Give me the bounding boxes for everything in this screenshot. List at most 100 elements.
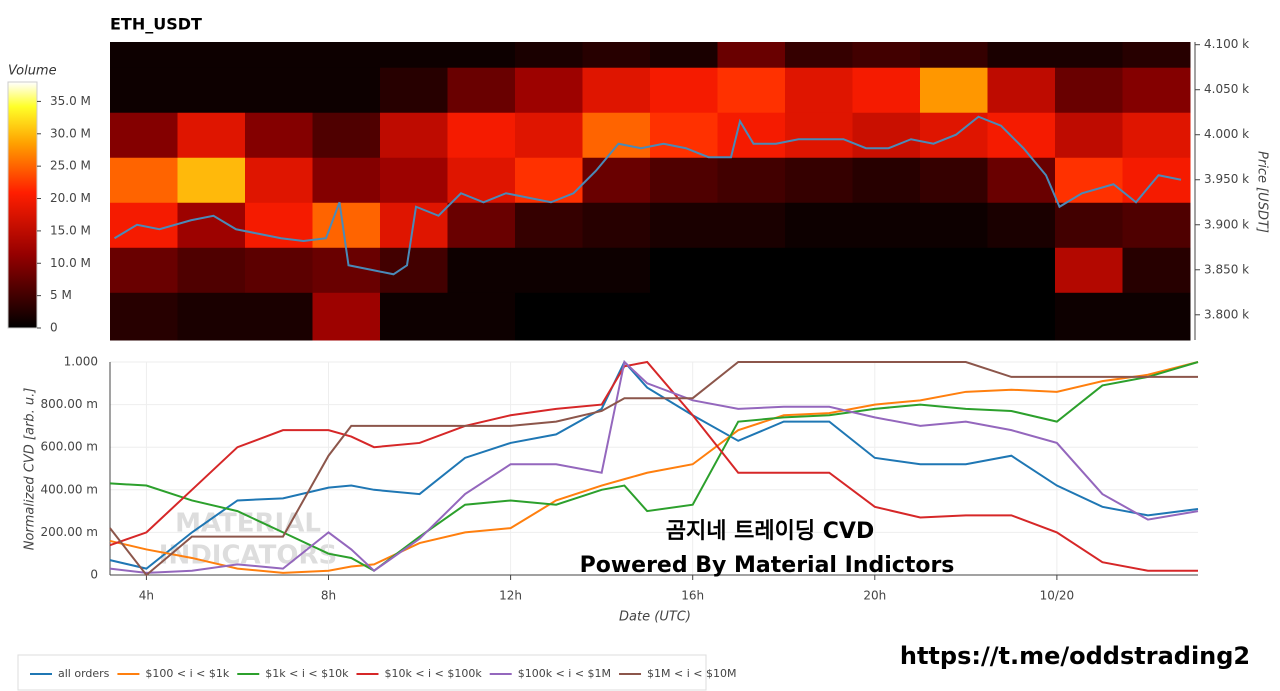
y-tick-label: 800.00 m (41, 397, 99, 411)
heatmap-cell (1122, 247, 1191, 293)
heatmap-cell (515, 247, 583, 293)
heatmap-cell (447, 42, 516, 68)
heatmap-cell (785, 67, 853, 113)
heatmap-cell (582, 292, 651, 341)
heatmap-cell (852, 112, 921, 158)
colorbar-tick-label: 35.0 M (50, 94, 91, 108)
heatmap-cell (312, 202, 381, 248)
heatmap-cell (110, 202, 178, 248)
heatmap-cell (987, 67, 1056, 113)
heatmap-cell (1122, 202, 1191, 248)
chart-title: ETH_USDT (110, 15, 202, 34)
heatmap-cell (987, 292, 1056, 341)
heatmap-cell (245, 112, 313, 158)
heatmap-cell (1055, 202, 1123, 248)
y2-axis-label: Price [USDT] (1255, 151, 1270, 233)
series-line (109, 361, 1198, 577)
heatmap-cell (515, 202, 583, 248)
y-tick-label: 3.900 k (1204, 217, 1249, 231)
heatmap-cell (110, 157, 178, 203)
heatmap-cell (110, 292, 178, 341)
x-tick-label: 20h (863, 589, 886, 603)
heatmap-cell (650, 42, 718, 68)
heatmap-cell (920, 67, 988, 113)
colorbar-tick-label: 20.0 M (50, 191, 91, 205)
x-tick-label: 16h (681, 589, 704, 603)
annotation: 곰지네 트레이딩 CVD (666, 519, 874, 544)
heatmap-cell (1122, 112, 1191, 158)
heatmap-cell (447, 112, 516, 158)
heatmap-cell (1122, 67, 1191, 113)
heatmap-cell (515, 67, 583, 113)
heatmap-cell (582, 42, 651, 68)
legend-label: $100k < i < $1M (518, 667, 611, 680)
heatmap-cell (920, 202, 988, 248)
heatmap-cell (380, 67, 448, 113)
heatmap-cell (717, 67, 786, 113)
series-line (109, 361, 1199, 574)
heatmap-cell (852, 42, 921, 68)
heatmap-cell (177, 67, 246, 113)
heatmap-cell (380, 247, 448, 293)
heatmap-cell (177, 247, 246, 293)
heatmap-cell (380, 157, 448, 203)
heatmap-cell (852, 202, 921, 248)
heatmap-cell (785, 157, 853, 203)
logo-text: MATERIAL (175, 509, 321, 539)
heatmap-cell (582, 67, 651, 113)
y-tick-label: 600.00 m (41, 440, 99, 454)
heatmap-cell (245, 157, 313, 203)
heatmap-cell (110, 247, 178, 293)
heatmap-cell (110, 42, 178, 68)
price-line (113, 115, 1182, 276)
y-tick-label: 4.050 k (1204, 82, 1249, 96)
heatmap-cell (447, 67, 516, 113)
heatmap-cell (245, 42, 313, 68)
heatmap-cell (785, 292, 853, 341)
heatmap-cell (380, 42, 448, 68)
heatmap-cell (920, 42, 988, 68)
heatmap-cell (245, 67, 313, 113)
colorbar (7, 81, 38, 329)
heatmap-cell (515, 292, 583, 341)
heatmap-cell (312, 42, 381, 68)
heatmap-cell (650, 157, 718, 203)
heatmap-cell (920, 247, 988, 293)
heatmap-cell (717, 202, 786, 248)
heatmap-cell (1055, 157, 1123, 203)
legend-label: $100 < i < $1k (145, 667, 229, 680)
colorbar-tick-label: 5 M (50, 288, 72, 302)
heatmap-cell (1055, 292, 1123, 341)
heatmap-cell (380, 112, 448, 158)
heatmap-cell (582, 112, 651, 158)
heatmap-cell (650, 67, 718, 113)
y-axis-label: Normalized CVD [arb. u.] (23, 388, 38, 551)
heatmap-cell (312, 112, 381, 158)
heatmap-cell (650, 112, 718, 158)
heatmap-cell (447, 202, 516, 248)
series-line (109, 360, 1199, 574)
colorbar-tick-label: 15.0 M (50, 223, 91, 237)
heatmap-cell (920, 292, 988, 341)
colorbar-tick-label: 10.0 M (50, 256, 91, 270)
y-tick-label: 3.800 k (1204, 307, 1249, 321)
heatmap-cell (582, 157, 651, 203)
heatmap-cell (717, 112, 786, 158)
heatmap-cell (380, 292, 448, 341)
heatmap-cell (987, 247, 1056, 293)
y-tick-label: 400.00 m (41, 482, 99, 496)
x-tick-label: 8h (321, 589, 336, 603)
legend-label: $1k < i < $10k (265, 667, 349, 680)
heatmap-cell (852, 157, 921, 203)
y-tick-label: 1.000 (64, 355, 98, 369)
heatmap-cell (987, 157, 1056, 203)
heatmap-cell (717, 292, 786, 341)
heatmap-cell (582, 247, 651, 293)
legend-label: $10k < i < $100k (384, 667, 482, 680)
heatmap-cell (582, 202, 651, 248)
heatmap-cell (1122, 292, 1191, 341)
y-tick-label: 3.850 k (1204, 262, 1249, 276)
colorbar-tick-label: 30.0 M (50, 126, 91, 140)
y-tick-label: 0 (90, 568, 98, 582)
